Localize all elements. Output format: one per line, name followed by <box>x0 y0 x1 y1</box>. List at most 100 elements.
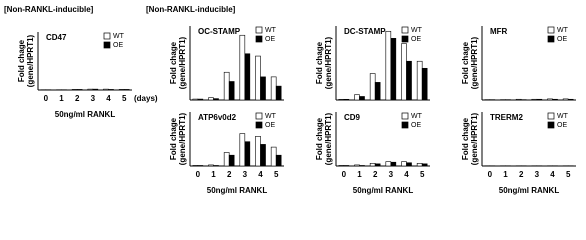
legend-swatch <box>547 35 555 43</box>
x-tick-label: 2 <box>373 170 378 179</box>
bar <box>390 38 397 101</box>
group-label: [Non-RANKL-inducible] <box>146 5 236 14</box>
x-tick-label: 1 <box>211 170 216 179</box>
bar <box>385 30 392 101</box>
panel-title: TRERM2 <box>490 113 523 122</box>
bar <box>359 96 365 101</box>
y-axis-label: (gene/HPRT1) <box>178 112 187 165</box>
x-tick-label: 3 <box>243 170 248 179</box>
group-label: [Non-RANKL-inducible] <box>4 5 94 14</box>
bar <box>270 76 277 101</box>
legend-swatch <box>103 32 111 40</box>
y-axis-label: (gene/HPRT1) <box>324 112 333 165</box>
bar <box>260 144 266 167</box>
bar <box>552 98 558 101</box>
bar <box>92 88 99 91</box>
bar <box>536 98 543 101</box>
bar <box>374 82 381 101</box>
bar <box>416 163 423 167</box>
bar <box>123 89 130 91</box>
x-tick-label: 0 <box>44 94 49 103</box>
legend-label: OE <box>557 36 567 43</box>
legend-label: WT <box>411 27 423 34</box>
bar <box>343 98 350 101</box>
bar <box>374 163 381 167</box>
bar <box>103 88 109 91</box>
x-tick-label: 4 <box>550 170 555 179</box>
x-tick-label: 3 <box>91 94 96 103</box>
legend-label: WT <box>113 33 125 40</box>
bar <box>338 165 345 167</box>
panel-title: MFR <box>490 27 508 36</box>
bar <box>275 85 282 101</box>
y-axis-label: (gene/HPRT1) <box>470 112 479 165</box>
legend-swatch <box>401 121 409 129</box>
y-axis-label: (gene/HPRT1) <box>178 36 187 89</box>
bar <box>223 71 230 101</box>
x-tick-label: 4 <box>106 94 111 103</box>
bar <box>76 89 83 91</box>
x-tick-label: 2 <box>227 170 232 179</box>
y-axis-label: Fold chage <box>315 41 324 84</box>
x-tick-label: 2 <box>75 94 80 103</box>
bar <box>406 162 412 167</box>
panel-title: OC-STAMP <box>198 27 241 36</box>
x-tick-label: 3 <box>389 170 394 179</box>
bar <box>270 146 277 167</box>
legend-swatch <box>255 121 263 129</box>
x-axis-label: 50ng/ml RANKL <box>499 186 560 195</box>
bar <box>359 165 365 167</box>
bar <box>192 98 199 101</box>
legend-swatch <box>401 112 409 120</box>
bar <box>108 89 114 91</box>
figure: [Non-RANKL-inducible] [Non-RANKL-inducib… <box>4 5 576 195</box>
panel-title: CD47 <box>46 33 67 42</box>
x-tick-label: 5 <box>566 170 571 179</box>
legend-swatch <box>255 35 263 43</box>
x-tick-label: 0 <box>196 170 201 179</box>
bar <box>416 60 423 101</box>
x-tick-label: 0 <box>488 170 493 179</box>
x-axis-label: 50ng/ml RANKL <box>55 110 116 119</box>
bar <box>547 98 553 101</box>
bar <box>390 161 397 167</box>
bar <box>223 152 230 167</box>
bar <box>244 53 251 101</box>
x-axis-label: 50ng/ml RANKL <box>353 186 414 195</box>
legend-swatch <box>401 35 409 43</box>
bar <box>275 154 282 167</box>
bar <box>228 154 235 167</box>
bar <box>118 89 125 91</box>
legend-swatch <box>547 112 555 120</box>
x-tick-label: 4 <box>258 170 263 179</box>
bar <box>338 98 345 101</box>
bar <box>343 165 350 167</box>
x-axis-label: 50ng/ml RANKL <box>207 186 268 195</box>
bar <box>197 165 204 167</box>
y-axis-label: (gene/HPRT1) <box>324 36 333 89</box>
x-tick-label: 5 <box>420 170 425 179</box>
legend-label: OE <box>411 122 421 129</box>
x-tick-label: 1 <box>357 170 362 179</box>
x-tick-label: 2 <box>519 170 524 179</box>
bar <box>421 163 428 167</box>
bar <box>515 98 522 101</box>
bar <box>71 89 78 91</box>
x-tick-label: 0 <box>342 170 347 179</box>
panel-title: ATP6v0d2 <box>198 113 237 122</box>
legend-swatch <box>255 112 263 120</box>
y-axis-label: Fold chage <box>315 117 324 160</box>
legend-label: WT <box>557 27 569 34</box>
y-axis-label: (gene/HPRT1) <box>26 34 35 87</box>
legend-label: OE <box>265 122 275 129</box>
legend-label: WT <box>557 113 569 120</box>
legend-label: OE <box>265 36 275 43</box>
bar <box>228 81 235 101</box>
bar <box>87 88 94 91</box>
bar <box>239 34 246 101</box>
bar <box>239 133 246 167</box>
bar <box>562 98 569 101</box>
bar <box>208 97 214 101</box>
bar <box>531 98 538 101</box>
bar <box>401 161 407 167</box>
